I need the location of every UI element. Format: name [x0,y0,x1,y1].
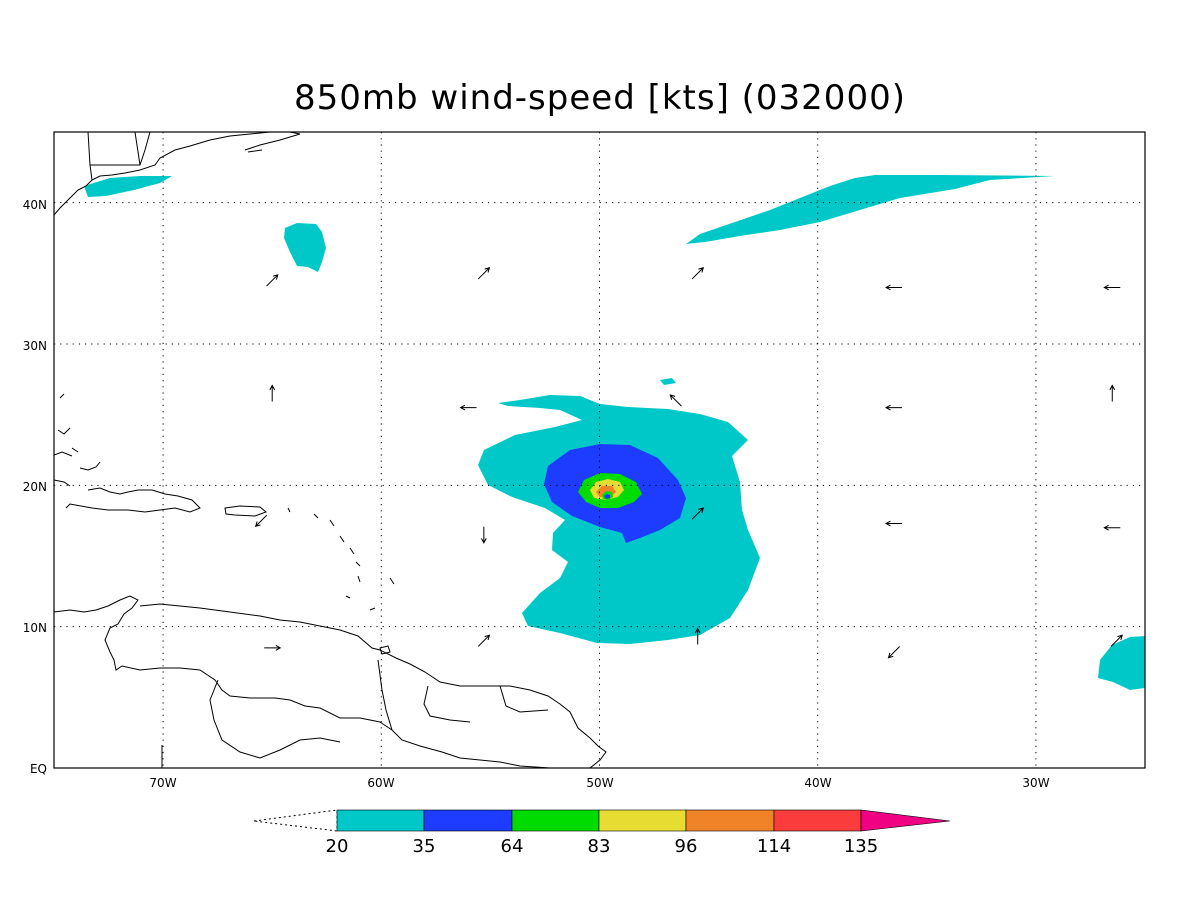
latitude-labels: 40N 30N 20N 10N EQ [23,198,47,776]
wind-arrow [1103,284,1121,291]
wind-arrow [885,284,903,291]
wind-arrow [887,646,901,659]
small-patch [660,378,676,385]
trinidad-coast [379,645,391,655]
colorbar-bin-2 [423,809,513,832]
wind-arrow [269,384,276,402]
colorbar-bin-3 [511,809,600,832]
wind-arrow [477,266,491,280]
wind-arrow [691,507,705,520]
colorbar-label-114: 114 [757,836,791,857]
wind-arrow [477,634,491,647]
colorbar-under-triangle [253,809,338,832]
colorbar-label-64: 64 [501,836,524,857]
colorbar-bin-4 [598,809,687,832]
wind-arrow [481,526,487,544]
hispaniola-coast [65,487,201,513]
colorbar-over-triangle [860,809,951,832]
wind-arrow [691,266,705,280]
puerto-rico-coast [224,505,267,517]
lat-label-20n: 20N [23,480,47,494]
lon-label-40w: 40W [804,776,831,790]
bermuda-area [284,223,326,272]
colorbar-label-96: 96 [675,836,698,857]
cuba-coast [54,451,101,487]
graticule [54,132,1145,768]
storm-eye-core [604,494,610,499]
wind-arrow [266,274,279,287]
wind-arrow [669,394,682,407]
wind-vectors [254,266,1123,659]
wind-arrow [885,520,903,527]
colorbar-bin-6 [773,809,862,832]
northeast-us-area [84,176,172,197]
colorbar-bin-1 [336,809,425,832]
map-title: 850mb wind-speed [kts] (032000) [294,78,906,118]
south-america-coast [54,595,551,768]
nova-scotia-coast [244,132,301,153]
colorbar-bin-5 [685,809,775,832]
lon-label-30w: 30W [1022,776,1049,790]
lat-label-40n: 40N [23,198,47,212]
colorbar: 20 35 64 83 96 114 135 [253,809,951,857]
colorbar-label-83: 83 [588,836,611,857]
lat-label-10n: 10N [23,621,47,635]
colorbar-label-35: 35 [413,836,436,857]
lon-label-60w: 60W [367,776,394,790]
colorbar-label-20: 20 [326,836,349,857]
wind-arrow [459,404,477,411]
venezuela-coast [139,603,607,768]
lon-label-50w: 50W [586,776,613,790]
coastlines [54,132,607,768]
lesser-antilles [287,507,395,611]
wind-arrow [264,645,282,651]
new-england-borders [87,132,151,181]
wind-arrow [254,514,268,528]
lon-label-70w: 70W [149,776,176,790]
wind-arrow [694,627,701,645]
bahamas-coast [57,393,79,453]
jet-streak-area [686,175,1055,244]
lat-label-30n: 30N [23,339,47,353]
country-borders-south [161,659,549,768]
lat-label-eq: EQ [30,762,47,776]
wind-arrow [885,404,903,411]
wind-arrow [1103,524,1121,531]
wind-shading [84,175,1145,690]
wind-arrow [1109,384,1116,402]
east-atlantic-area [1098,636,1145,690]
north-america-coast [54,132,271,216]
colorbar-label-135: 135 [844,836,878,857]
wind-arrow [1110,634,1123,647]
longitude-labels: 70W 60W 50W 40W 30W [149,776,1049,790]
